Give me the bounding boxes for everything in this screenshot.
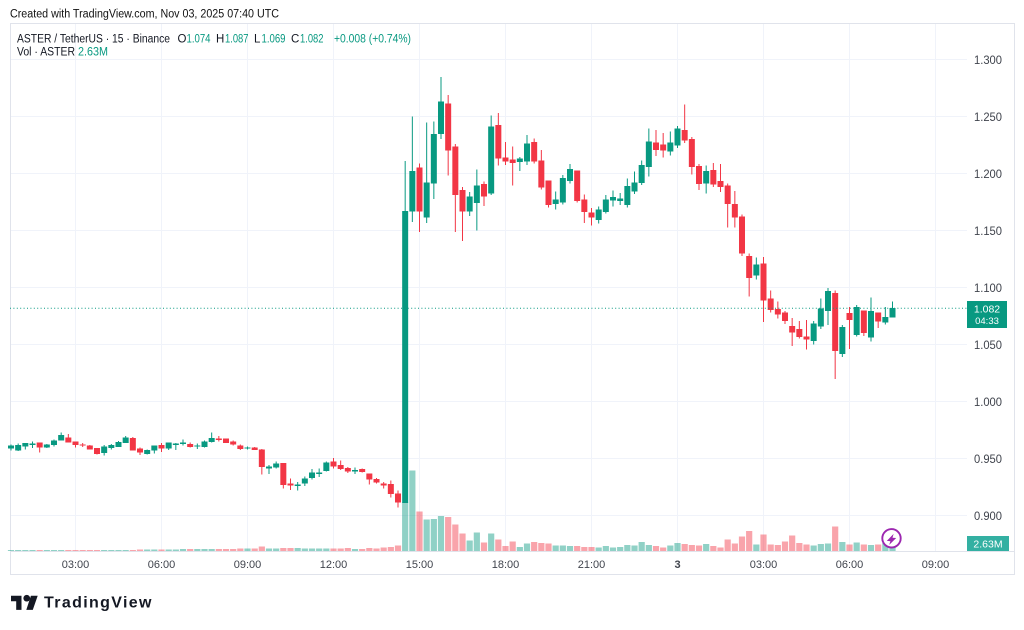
svg-text:06:00: 06:00 — [836, 559, 864, 571]
svg-text:1.082: 1.082 — [300, 34, 324, 46]
svg-text:1.150: 1.150 — [974, 224, 1002, 238]
svg-text:1.000: 1.000 — [974, 395, 1002, 409]
svg-text:1.250: 1.250 — [974, 110, 1002, 124]
svg-text:1.200: 1.200 — [974, 167, 1002, 181]
svg-text:2.63M: 2.63M — [78, 47, 108, 59]
svg-text:09:00: 09:00 — [922, 559, 950, 571]
svg-text:18:00: 18:00 — [492, 559, 520, 571]
svg-text:1.050: 1.050 — [974, 338, 1002, 352]
svg-text:+0.008 (+0.74%): +0.008 (+0.74%) — [334, 34, 411, 46]
svg-text:H: H — [216, 34, 224, 46]
svg-text:0.950: 0.950 — [974, 452, 1002, 466]
svg-text:06:00: 06:00 — [148, 559, 176, 571]
svg-text:0.900: 0.900 — [974, 509, 1002, 523]
svg-text:TradingView: TradingView — [44, 595, 153, 612]
svg-text:C: C — [291, 34, 299, 46]
svg-text:1.069: 1.069 — [262, 34, 286, 46]
svg-text:15:00: 15:00 — [406, 559, 434, 571]
svg-text:1.300: 1.300 — [974, 53, 1002, 67]
svg-text:ASTER / TetherUS · 15 · Binanc: ASTER / TetherUS · 15 · Binance — [17, 34, 170, 46]
svg-text:09:00: 09:00 — [234, 559, 262, 571]
svg-text:04:33: 04:33 — [975, 316, 999, 327]
svg-text:03:00: 03:00 — [750, 559, 778, 571]
svg-text:1.087: 1.087 — [225, 34, 249, 46]
svg-text:L: L — [254, 34, 261, 46]
svg-text:03:00: 03:00 — [62, 559, 90, 571]
svg-text:2.63M: 2.63M — [973, 539, 1002, 551]
svg-text:21:00: 21:00 — [578, 559, 606, 571]
svg-text:12:00: 12:00 — [320, 559, 348, 571]
svg-text:1.082: 1.082 — [974, 304, 1000, 316]
svg-text:Created with TradingView.com,: Created with TradingView.com, Nov 03, 20… — [10, 9, 279, 21]
svg-text:Vol · ASTER: Vol · ASTER — [17, 47, 75, 59]
svg-text:3: 3 — [674, 559, 680, 571]
svg-text:1.100: 1.100 — [974, 281, 1002, 295]
svg-text:1.074: 1.074 — [187, 34, 212, 46]
svg-text:O: O — [178, 34, 187, 46]
